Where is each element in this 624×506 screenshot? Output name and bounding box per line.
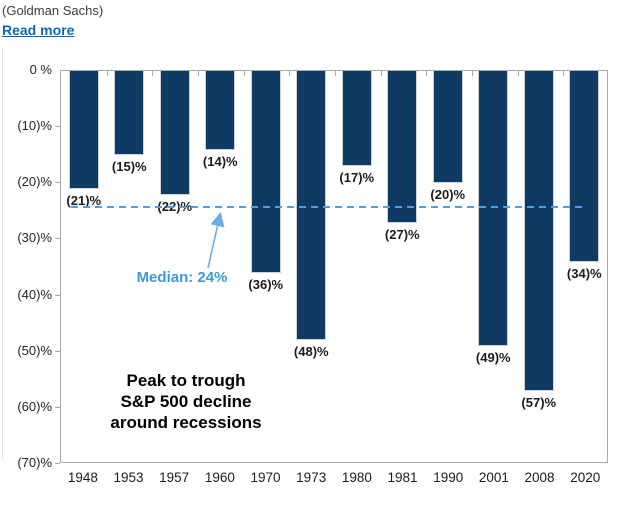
bars-row: (21)% (15)% (22)% (14)% (36)% (48)% (17)% (27)%… (61, 71, 607, 462)
x-tick-label: 1990 (433, 470, 464, 485)
x-tick-label: 1960 (204, 470, 235, 485)
x-tick-label: 1980 (341, 470, 372, 485)
bar-slot: (21)% (61, 71, 107, 462)
category-tick-mark (289, 71, 290, 76)
bar-slot: (34)% (562, 71, 608, 462)
category-tick-mark (198, 71, 199, 76)
y-tick-label: (30)% (17, 230, 52, 245)
y-axis: 0 % (10)% (20)% (30)% (40)% (50)% (60)% (70)% (0, 62, 54, 470)
category-tick-mark (335, 71, 336, 76)
x-tick-label: 1973 (296, 470, 327, 485)
bar-value-label: (36)% (248, 277, 284, 292)
arrow-up-icon (207, 211, 225, 269)
x-axis: 1948 1953 1957 1960 1970 1973 1980 1981 1990 2001… (60, 470, 608, 492)
bar (569, 71, 600, 262)
category-tick-mark (426, 71, 427, 76)
bar-slot: (48)% (289, 71, 335, 462)
bar-slot: (27)% (380, 71, 426, 462)
y-tick-label: 0 % (29, 62, 52, 77)
y-tick-mark (55, 463, 60, 464)
bar (250, 71, 281, 273)
plot-area: (21)% (15)% (22)% (14)% (36)% (48)% (17)% (27)%… (60, 70, 608, 463)
bar-value-label: (20)% (430, 187, 466, 202)
bar (387, 71, 418, 223)
bar (523, 71, 554, 391)
bar-slot: (49)% (471, 71, 517, 462)
bar-value-label: (27)% (384, 227, 420, 242)
x-tick-label: 1953 (113, 470, 144, 485)
bar-slot: (14)% (198, 71, 244, 462)
bar-slot: (36)% (243, 71, 289, 462)
y-tick-label: (60)% (17, 399, 52, 414)
category-tick-mark (107, 71, 108, 76)
bar-value-label: (48)% (293, 344, 329, 359)
x-tick-label: 1957 (159, 470, 190, 485)
x-tick-label: 1970 (250, 470, 281, 485)
bar-value-label: (21)% (66, 193, 102, 208)
median-line (71, 206, 584, 208)
x-tick-label: 1948 (67, 470, 98, 485)
bar (68, 71, 99, 189)
y-tick-label: (10)% (17, 118, 52, 133)
bar-value-label: (57)% (521, 395, 557, 410)
chart-annotation: Peak to trough S&P 500 decline around re… (110, 371, 262, 432)
category-tick-mark (381, 71, 382, 76)
source-attribution: (Goldman Sachs) (2, 3, 104, 18)
read-more-link[interactable]: Read more (2, 22, 75, 38)
category-tick-mark (563, 71, 564, 76)
bar-value-label: (14)% (202, 154, 238, 169)
bar (159, 71, 190, 195)
x-tick-label: 2020 (570, 470, 601, 485)
bar (205, 71, 236, 150)
bar-slot: (57)% (516, 71, 562, 462)
bar (478, 71, 509, 346)
category-tick-mark (518, 71, 519, 76)
bar (341, 71, 372, 166)
y-tick-label: (70)% (17, 455, 52, 470)
bar-value-label: (17)% (339, 170, 375, 185)
x-tick-label: 2008 (524, 470, 555, 485)
bar-slot: (20)% (425, 71, 471, 462)
bar (114, 71, 145, 155)
x-tick-label: 1981 (387, 470, 418, 485)
bar (432, 71, 463, 183)
x-tick-label: 2001 (478, 470, 509, 485)
bar (296, 71, 327, 340)
bar-slot: (17)% (334, 71, 380, 462)
embed-left-border (2, 47, 3, 459)
y-tick-label: (50)% (17, 343, 52, 358)
category-tick-mark (244, 71, 245, 76)
category-tick-mark (152, 71, 153, 76)
bar-value-label: (15)% (111, 159, 147, 174)
y-tick-label: (40)% (17, 287, 52, 302)
median-label: Median: 24% (136, 269, 228, 286)
bar-value-label: (49)% (475, 350, 511, 365)
category-tick-mark (472, 71, 473, 76)
bar-slot: (15)% (107, 71, 153, 462)
y-tick-label: (20)% (17, 174, 52, 189)
bar-value-label: (34)% (566, 266, 602, 281)
